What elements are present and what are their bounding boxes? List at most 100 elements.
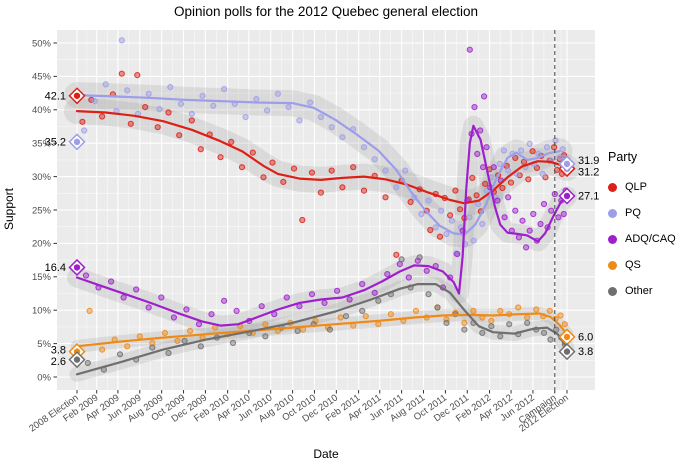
result-label-2012-ADQ/CAQ: 27.1 xyxy=(578,190,599,202)
poll-point xyxy=(229,339,237,346)
poll-point xyxy=(99,113,106,120)
poll-point xyxy=(285,104,292,111)
poll-point xyxy=(177,100,185,107)
poll-point xyxy=(242,114,249,121)
poll-point xyxy=(165,349,172,357)
poll-point xyxy=(540,200,548,208)
poll-point xyxy=(518,147,525,154)
poll-point xyxy=(359,307,366,314)
poll-point xyxy=(296,117,303,124)
poll-point xyxy=(474,150,481,157)
trend-line-QS xyxy=(75,312,569,348)
poll-point xyxy=(375,297,382,304)
gridlines xyxy=(57,30,595,390)
poll-point xyxy=(505,167,512,174)
poll-point xyxy=(264,107,271,114)
poll-point xyxy=(443,230,450,238)
poll-point xyxy=(181,337,188,344)
poll-point xyxy=(274,90,281,97)
poll-point xyxy=(438,207,445,214)
poll-point xyxy=(262,321,269,328)
poll-point xyxy=(488,317,495,324)
poll-point xyxy=(405,274,412,281)
poll-point xyxy=(170,314,177,321)
poll-point xyxy=(308,291,316,298)
poll-point xyxy=(221,297,228,304)
poll-point xyxy=(469,174,476,181)
poll-point xyxy=(81,127,88,134)
legend-item-QS: QS xyxy=(608,252,676,278)
poll-point xyxy=(339,184,346,191)
result-label-2008-PQ: 35.2 xyxy=(45,136,66,148)
poll-point xyxy=(434,304,441,311)
poll-point xyxy=(260,174,267,181)
legend-item-Other: Other xyxy=(608,278,676,304)
result-annotations: 42.135.216.43.82.631.931.227.16.03.8 xyxy=(45,87,599,369)
poll-point xyxy=(337,314,344,321)
result-label-2012-Other: 3.8 xyxy=(578,346,593,358)
poll-point xyxy=(524,314,531,321)
poll-point xyxy=(548,207,555,214)
poll-point xyxy=(326,326,333,333)
poll-point xyxy=(118,70,125,77)
poll-point xyxy=(560,210,567,218)
poll-point xyxy=(496,160,503,167)
poll-point xyxy=(253,96,260,103)
poll-point xyxy=(290,165,298,172)
poll-point xyxy=(308,169,316,176)
poll-point xyxy=(145,304,152,311)
poll-point xyxy=(479,329,486,336)
poll-point xyxy=(165,109,172,116)
poll-point xyxy=(407,198,414,206)
poll-point xyxy=(497,333,504,340)
poll-point xyxy=(497,307,504,314)
poll-point xyxy=(127,120,134,127)
poll-point xyxy=(540,329,548,336)
poll-point xyxy=(512,207,519,214)
poll-point xyxy=(360,187,368,194)
poll-point xyxy=(195,321,203,328)
poll-point xyxy=(197,146,204,153)
poll-point xyxy=(515,234,523,241)
poll-point xyxy=(142,104,149,111)
points-Other xyxy=(84,254,568,373)
y-tick-label: 35% xyxy=(32,139,52,150)
poll-point xyxy=(533,164,541,171)
points-QLP xyxy=(79,70,570,258)
poll-point xyxy=(546,307,553,314)
poll-point xyxy=(559,146,566,153)
legend: Party QLP PQ ADQ/CAQ QS Other xyxy=(608,150,676,304)
election-result-dot xyxy=(73,92,81,99)
legend-title: Party xyxy=(608,150,638,164)
poll-point xyxy=(529,148,536,155)
trend-line-PQ xyxy=(75,94,561,236)
poll-point xyxy=(317,189,324,196)
poll-point xyxy=(483,144,490,151)
poll-point xyxy=(258,303,265,310)
poll-point xyxy=(557,312,564,319)
election-result-dot xyxy=(563,333,571,341)
y-tick-label: 0% xyxy=(37,372,51,383)
poll-point xyxy=(145,90,152,97)
poll-point xyxy=(133,286,140,293)
poll-point xyxy=(167,84,174,91)
poll-point xyxy=(342,313,350,320)
poll-point xyxy=(530,210,537,218)
poll-point xyxy=(238,164,246,171)
poll-point xyxy=(398,256,405,263)
poll-point xyxy=(543,144,551,151)
poll-point xyxy=(134,72,141,79)
poll-point xyxy=(526,227,533,234)
poll-point xyxy=(533,306,540,313)
poll-point xyxy=(553,166,561,173)
poll-point xyxy=(208,311,215,318)
poll-point xyxy=(136,333,143,340)
poll-point xyxy=(423,267,430,274)
election-result-dot xyxy=(563,160,571,168)
poll-point xyxy=(262,333,269,340)
poll-point xyxy=(156,106,163,113)
poll-point xyxy=(346,296,353,303)
legend-item-label: ADQ/CAQ xyxy=(625,233,676,245)
poll-point xyxy=(91,98,99,105)
